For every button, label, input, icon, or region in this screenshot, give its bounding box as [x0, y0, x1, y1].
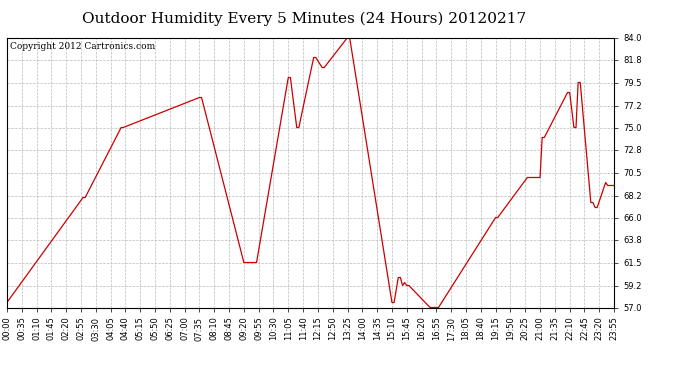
Text: Copyright 2012 Cartronics.com: Copyright 2012 Cartronics.com — [10, 42, 155, 51]
Text: Outdoor Humidity Every 5 Minutes (24 Hours) 20120217: Outdoor Humidity Every 5 Minutes (24 Hou… — [81, 11, 526, 26]
